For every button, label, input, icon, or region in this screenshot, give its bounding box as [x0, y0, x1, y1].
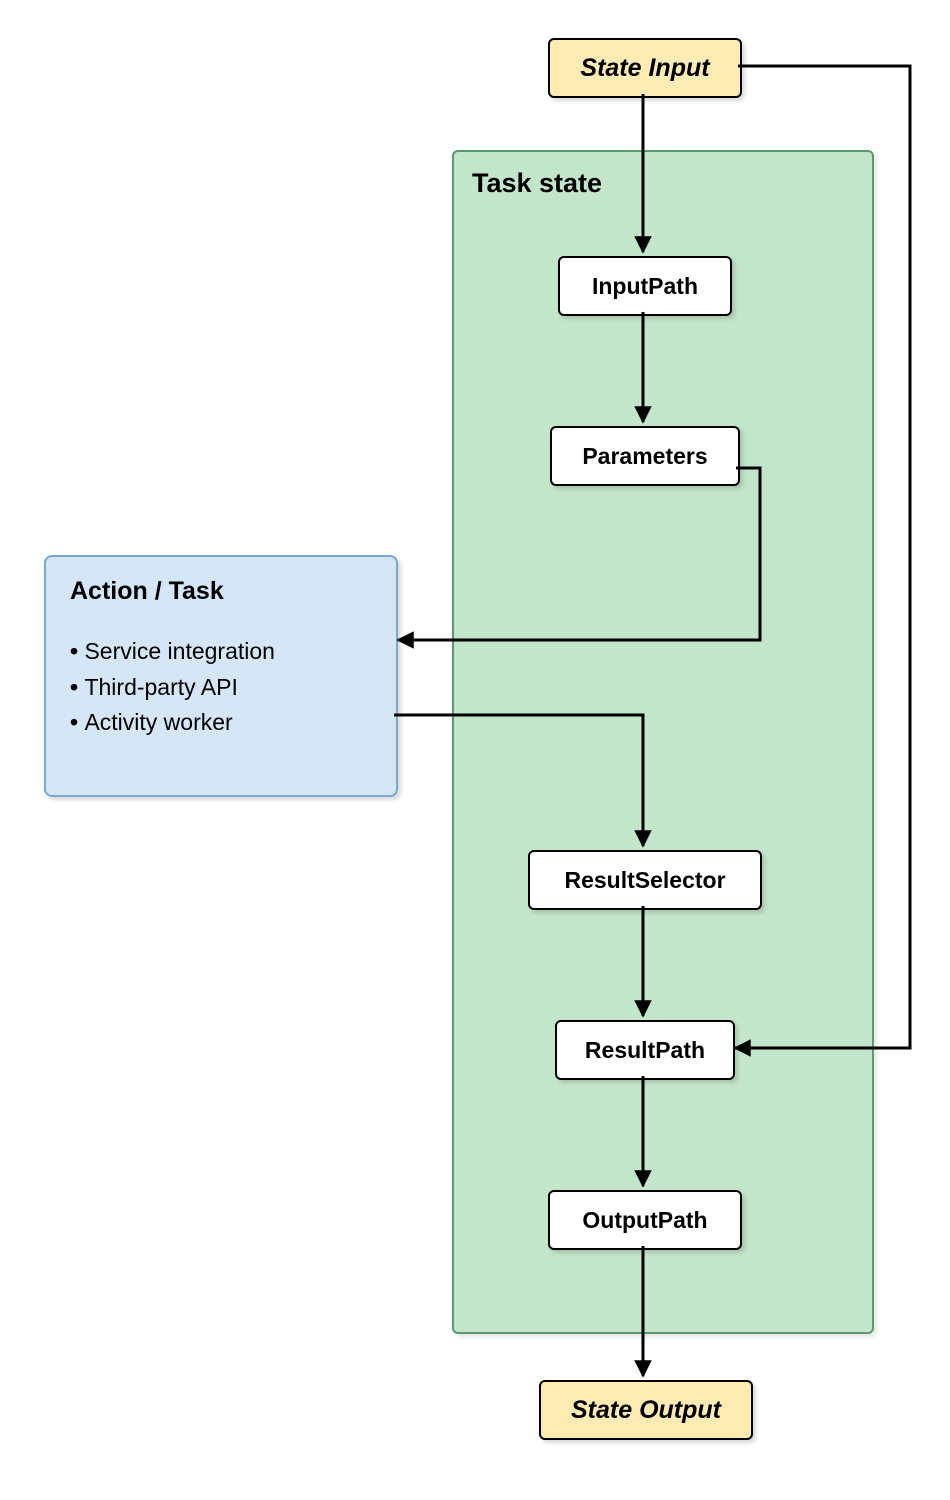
output-path-node: OutputPath — [548, 1190, 742, 1250]
task-state-label: Task state — [472, 168, 602, 199]
task-state-container: Task state — [452, 150, 874, 1334]
action-item: Service integration — [70, 634, 372, 670]
input-path-node: InputPath — [558, 256, 732, 316]
result-path-node: ResultPath — [555, 1020, 735, 1080]
state-input-node: State Input — [548, 38, 742, 98]
action-task-box: Action / Task Service integration Third-… — [44, 555, 398, 797]
action-task-list: Service integration Third-party API Acti… — [70, 634, 372, 741]
action-item: Third-party API — [70, 670, 372, 706]
action-task-title: Action / Task — [70, 577, 372, 606]
state-output-node: State Output — [539, 1380, 753, 1440]
parameters-node: Parameters — [550, 426, 740, 486]
result-selector-node: ResultSelector — [528, 850, 762, 910]
action-item: Activity worker — [70, 705, 372, 741]
